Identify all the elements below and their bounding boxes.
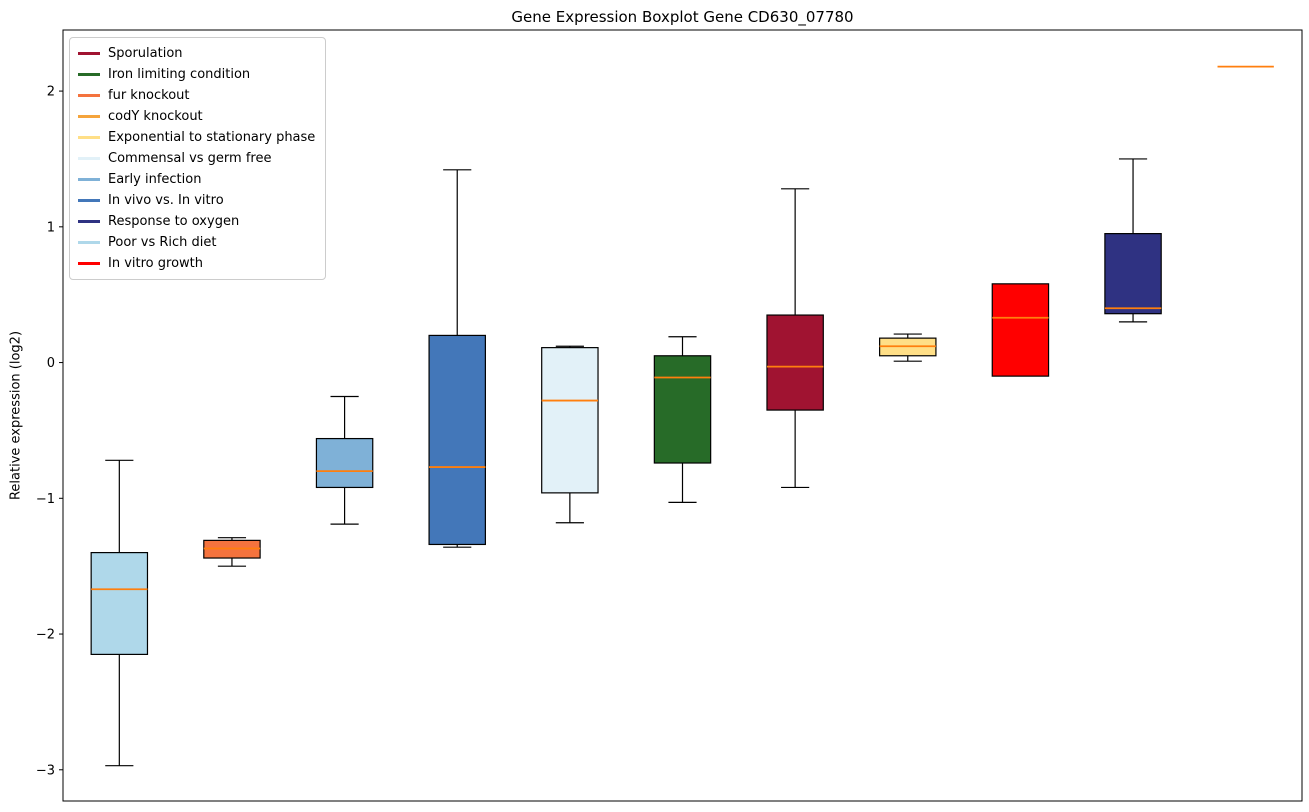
box — [541, 347, 599, 494]
legend-item: fur knockout — [78, 85, 315, 106]
legend-label: Poor vs Rich diet — [108, 235, 217, 250]
legend-item: In vitro growth — [78, 253, 315, 274]
legend: Sporulation Iron limiting condition fur kn… — [69, 37, 327, 280]
box — [991, 283, 1050, 377]
y-axis-label: Relative expression (log2) — [8, 330, 24, 501]
box — [315, 437, 374, 489]
legend-label: In vitro growth — [108, 256, 203, 271]
legend-color-swatch — [78, 115, 100, 118]
y-tick-label: 1 — [47, 220, 55, 235]
legend-label: In vivo vs. In vitro — [108, 193, 224, 208]
legend-color-swatch — [78, 136, 100, 139]
box-group-9 — [991, 283, 1050, 377]
box-group-7 — [766, 188, 824, 489]
legend-color-swatch — [78, 199, 100, 202]
legend-label: Sporulation — [108, 46, 183, 61]
legend-item: Sporulation — [78, 43, 315, 64]
legend-label: Iron limiting condition — [108, 67, 251, 82]
legend-item: Early infection — [78, 169, 315, 190]
legend-color-swatch — [78, 52, 100, 55]
box-group-4 — [428, 169, 486, 548]
y-tick-label: −1 — [36, 492, 55, 507]
legend-color-swatch — [78, 262, 100, 265]
y-tick-label: −2 — [36, 628, 55, 643]
y-tick-label: −3 — [36, 763, 55, 778]
legend-color-swatch — [78, 73, 100, 76]
legend-label: codY knockout — [108, 109, 203, 124]
legend-color-swatch — [78, 178, 100, 181]
box — [1104, 233, 1162, 315]
legend-label: Exponential to stationary phase — [108, 130, 316, 145]
box — [428, 334, 486, 546]
legend-color-swatch — [78, 157, 100, 160]
chart-title: Gene Expression Boxplot Gene CD630_07780 — [511, 8, 854, 26]
box-group-2 — [203, 537, 261, 567]
box-group-3 — [315, 395, 374, 525]
legend-label: Response to oxygen — [108, 214, 240, 229]
box-group-1 — [90, 459, 149, 767]
legend-item: codY knockout — [78, 106, 315, 127]
box-group-5 — [541, 345, 599, 524]
legend-item: Iron limiting condition — [78, 64, 315, 85]
legend-item: Response to oxygen — [78, 211, 315, 232]
legend-item: Commensal vs germ free — [78, 148, 315, 169]
legend-item: Poor vs Rich diet — [78, 232, 315, 253]
box — [653, 355, 712, 464]
box-group-6 — [653, 336, 712, 503]
legend-label: Early infection — [108, 172, 202, 187]
y-tick-label: 0 — [47, 356, 55, 371]
box-group-10 — [1104, 158, 1162, 323]
legend-label: fur knockout — [108, 88, 190, 103]
y-tick-label: 2 — [47, 85, 55, 100]
box — [766, 314, 824, 411]
box — [90, 551, 149, 656]
legend-label: Commensal vs germ free — [108, 151, 272, 166]
legend-color-swatch — [78, 94, 100, 97]
legend-color-swatch — [78, 220, 100, 223]
box-group-8 — [879, 333, 937, 362]
legend-item: In vivo vs. In vitro — [78, 190, 315, 211]
plot-border — [62, 29, 1303, 802]
legend-color-swatch — [78, 241, 100, 244]
legend-item: Exponential to stationary phase — [78, 127, 315, 148]
